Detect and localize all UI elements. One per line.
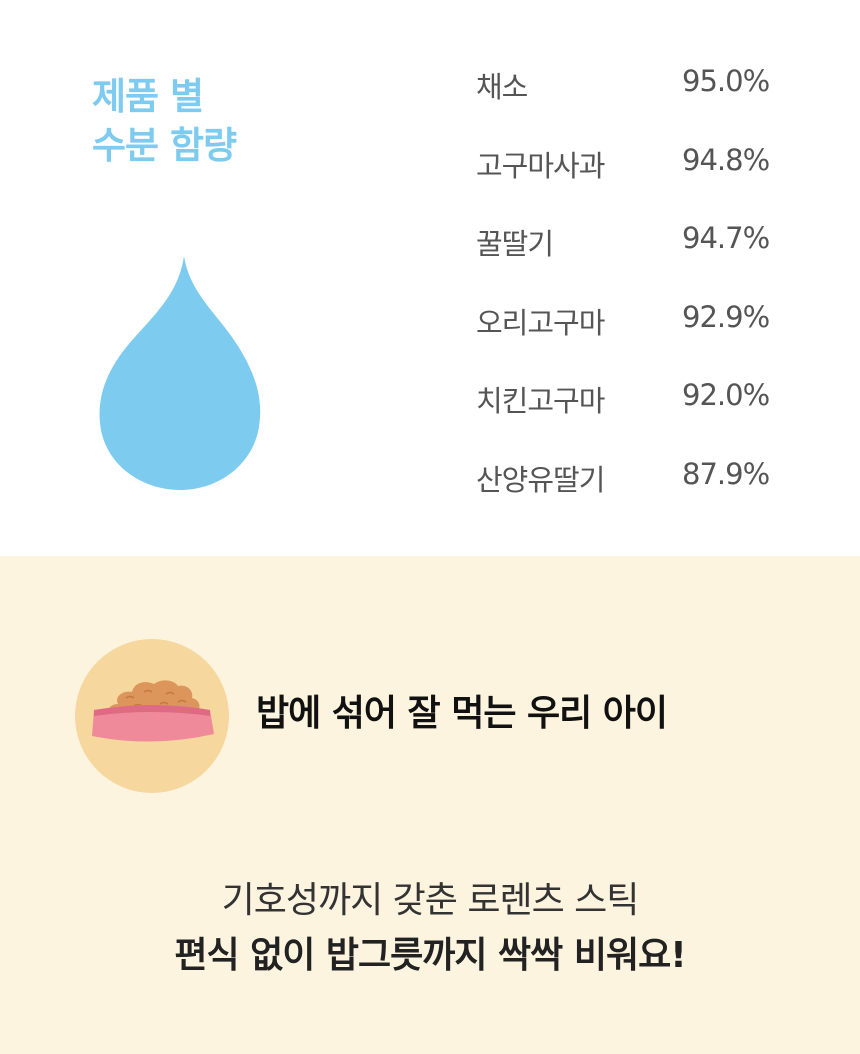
table-row: 채소 95.0% [476,64,782,143]
section-title: 제품 별 수분 함량 [92,72,237,170]
palatability-section: 밥에 섞어 잘 먹는 우리 아이 기호성까지 갖춘 로렌츠 스틱 편식 없이 밥… [0,556,860,1054]
water-percent: 92.9% [682,299,770,334]
description-line-1: 기호성까지 갖춘 로렌츠 스틱 [221,880,640,921]
section-heading: 밥에 섞어 잘 먹는 우리 아이 [256,693,668,734]
food-bowl-icon [75,639,229,793]
table-row: 오리고구마 92.9% [476,300,782,379]
table-row: 산양유딸기 87.9% [476,457,782,536]
water-percent: 94.8% [682,142,770,177]
product-name: 산양유딸기 [476,462,605,497]
product-name: 채소 [476,70,528,104]
water-percent: 95.0% [682,64,770,98]
water-percent: 87.9% [682,456,770,491]
title-line-2: 수분 함량 [92,124,237,167]
water-content-section: 제품 별 수분 함량 채소 95.0% 고구마사과 94.8% 꿀딸기 94.7% 오… [92,64,782,535]
product-name: 오리고구마 [476,305,605,340]
water-percent: 94.7% [682,221,770,255]
table-row: 치킨고구마 92.0% [476,378,782,457]
description-line-2: 편식 없이 밥그릇까지 싹싹 비워요! [174,935,686,976]
product-name: 꿀딸기 [476,227,554,261]
table-row: 꿀딸기 94.7% [476,221,782,300]
water-drop-icon [99,256,261,490]
title-line-1: 제품 별 [92,75,204,118]
product-name: 고구마사과 [476,148,605,183]
water-content-table: 채소 95.0% 고구마사과 94.8% 꿀딸기 94.7% 오리고구마 92.9% 치… [476,64,782,535]
product-name: 치킨고구마 [476,384,605,418]
water-percent: 92.0% [682,378,770,412]
table-row: 고구마사과 94.8% [476,143,782,222]
